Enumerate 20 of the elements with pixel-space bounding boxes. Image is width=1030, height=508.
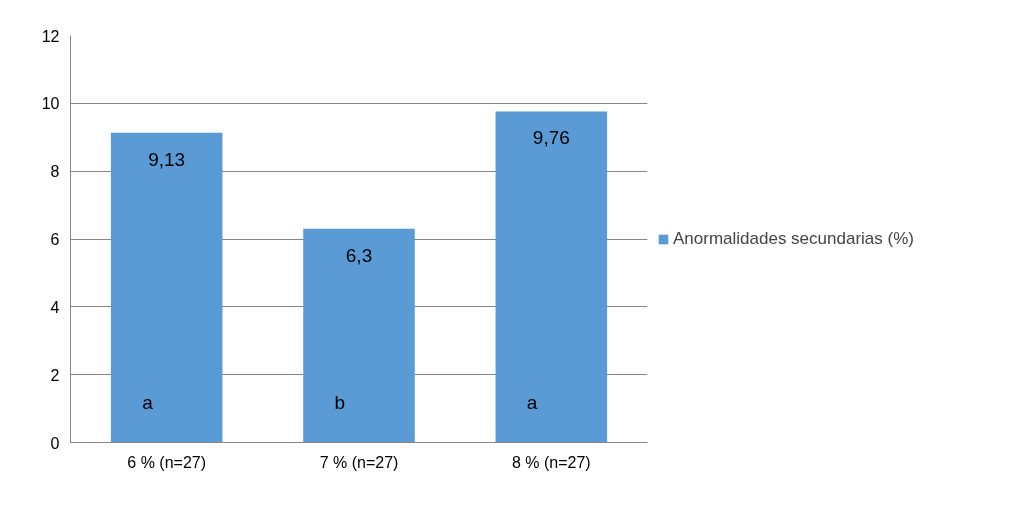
- y-tick-label: 4: [50, 298, 60, 316]
- y-tick-label: 12: [41, 27, 60, 45]
- y-tick-label: 8: [50, 163, 60, 181]
- y-tick-label: 0: [50, 434, 60, 452]
- x-tick-label: 8 % (n=27): [511, 453, 591, 471]
- data-label: 9,13: [148, 148, 186, 170]
- y-tick-label: 10: [41, 95, 60, 113]
- bar: [495, 111, 608, 443]
- y-tick-label: 2: [50, 366, 60, 384]
- annotation: b: [334, 391, 346, 413]
- legend-label: Anormalidades secundarias (%): [673, 228, 914, 249]
- annotation: a: [526, 391, 538, 413]
- bar: [110, 132, 223, 443]
- data-label: 9,76: [532, 127, 570, 149]
- bar: [303, 228, 415, 443]
- y-tick-label: 6: [50, 231, 60, 248]
- annotation: a: [142, 391, 154, 413]
- x-tick-label: 6 % (n=27): [127, 453, 207, 471]
- data-label: 6,3: [345, 244, 373, 266]
- x-tick-label: 7 % (n=27): [319, 453, 399, 471]
